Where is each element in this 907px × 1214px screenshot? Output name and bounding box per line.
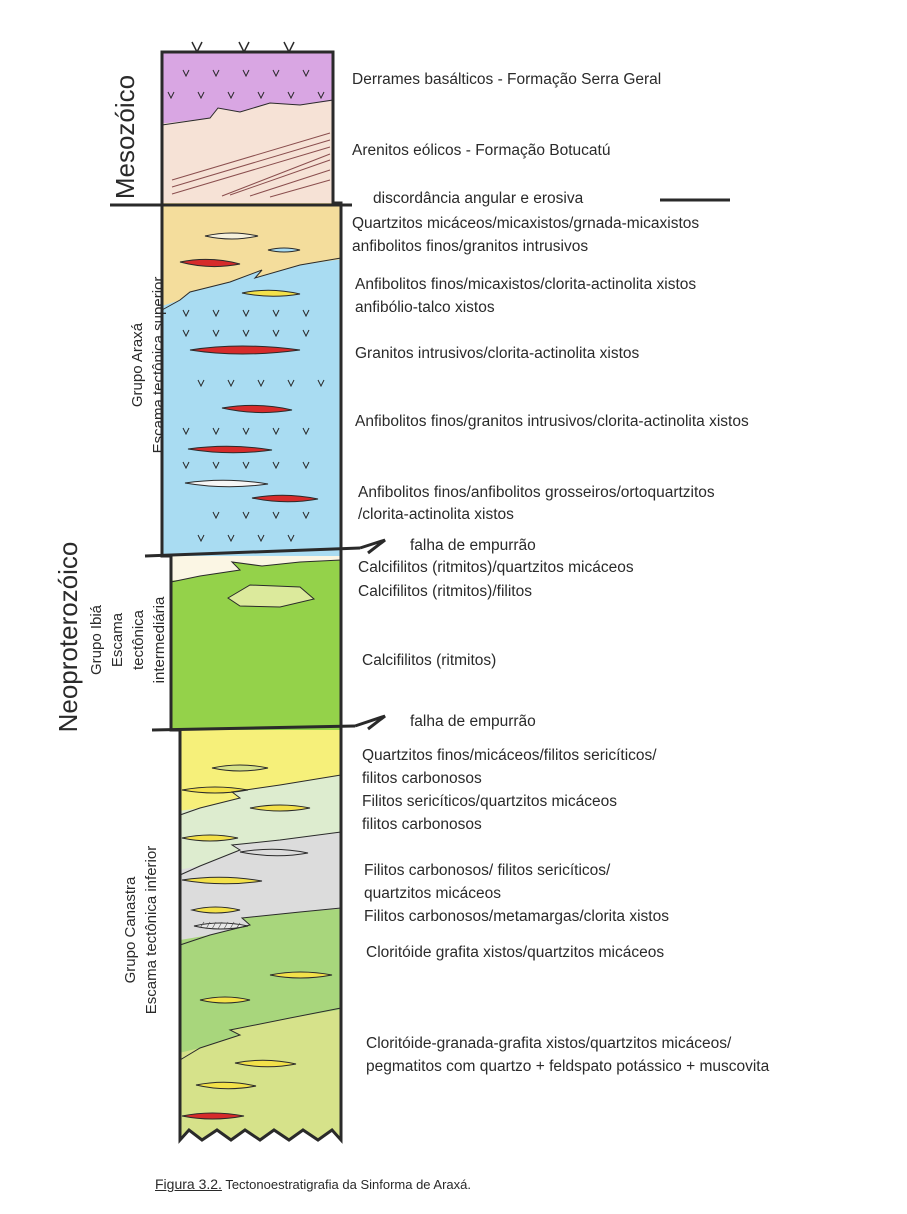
- basalt-v-marks: [167, 69, 325, 100]
- desc-sandstone: Arenitos eólicos - Formação Botucatú: [352, 142, 611, 159]
- group-ibia: Grupo Ibiá Escama tectônica intermediári…: [86, 565, 174, 715]
- group-araxa: Grupo Araxá Escama tectônica superior: [127, 240, 173, 490]
- boundary-lines: [110, 198, 730, 732]
- group-ibia-scale-2: tectônica: [130, 609, 147, 671]
- desc-ibia-3: Calcifilitos (ritmitos): [362, 652, 497, 669]
- group-canastra: Grupo Canastra Escama tectônica inferior: [120, 815, 166, 1045]
- era-neoproterozoic: Neoproterozóico: [53, 541, 83, 733]
- desc-canastra-6a: Cloritóide-granada-grafita xistos/quartz…: [366, 1035, 732, 1052]
- layer-boundaries: [161, 99, 342, 1061]
- desc-canastra-2a: Filitos sericíticos/quartzitos micáceos: [362, 793, 617, 810]
- desc-canastra-1a: Quartzitos finos/micáceos/filitos sericí…: [362, 747, 657, 764]
- desc-fault-2: falha de empurrão: [410, 713, 536, 730]
- desc-ibia-2: Calcifilitos (ritmitos)/filitos: [358, 583, 532, 600]
- desc-canastra-4: Filitos carbonosos/metamargas/clorita xi…: [364, 908, 669, 925]
- group-ibia-scale-3: intermediária: [151, 596, 168, 684]
- group-canastra-scale: Escama tectônica inferior: [143, 845, 160, 1015]
- desc-ibia-1: Calcifilitos (ritmitos)/quartzitos micác…: [358, 559, 634, 576]
- desc-araxa-1b: anfibolitos finos/granitos intrusivos: [352, 238, 589, 255]
- group-araxa-name: Grupo Araxá: [129, 322, 146, 408]
- desc-araxa-2b: anfibólio-talco xistos: [355, 299, 495, 316]
- desc-araxa-1a: Quartzitos micáceos/micaxistos/grnada-mi…: [352, 215, 700, 232]
- desc-araxa-5a: Anfibolitos finos/anfibolitos grosseiros…: [358, 484, 715, 501]
- desc-fault-1: falha de empurrão: [410, 537, 536, 554]
- group-canastra-name: Grupo Canastra: [122, 876, 139, 984]
- cross-bedding: [171, 132, 331, 198]
- layer-ibia-green: [162, 560, 341, 735]
- figure-number: Figura 3.2.: [155, 1176, 222, 1192]
- group-ibia-name: Grupo Ibiá: [88, 604, 105, 676]
- desc-canastra-3a: Filitos carbonosos/ filitos sericíticos/: [364, 862, 611, 879]
- desc-canastra-5: Cloritóide grafita xistos/quartzitos mic…: [366, 944, 665, 961]
- desc-basalt: Derrames basálticos - Formação Serra Ger…: [352, 71, 662, 88]
- desc-araxa-3: Granitos intrusivos/clorita-actinolita x…: [355, 345, 640, 362]
- group-araxa-scale: Escama tectônica superior: [150, 276, 167, 454]
- desc-araxa-4: Anfibolitos finos/granitos intrusivos/cl…: [355, 413, 749, 430]
- desc-araxa-5b: /clorita-actinolita xistos: [358, 506, 514, 523]
- group-ibia-scale-1: Escama: [109, 612, 126, 668]
- desc-canastra-6b: pegmatitos com quartzo + feldspato potás…: [366, 1058, 770, 1075]
- top-v-marks: [191, 41, 295, 54]
- araxa-v-marks: [182, 309, 325, 543]
- desc-araxa-2a: Anfibolitos finos/micaxistos/clorita-act…: [355, 276, 697, 293]
- desc-unconformity: discordância angular e erosiva: [373, 190, 584, 207]
- desc-canastra-1b: filitos carbonosos: [362, 770, 482, 787]
- figure-caption-text: Tectonoestratigrafia da Sinforma de Arax…: [221, 1177, 472, 1192]
- desc-canastra-2b: filitos carbonosos: [362, 816, 482, 833]
- layer-sandstone: [162, 100, 340, 205]
- desc-canastra-3b: quartzitos micáceos: [364, 885, 501, 902]
- figure-caption: Figura 3.2. Tectonoestratigrafia da Sinf…: [155, 1176, 471, 1192]
- lenses: [179, 232, 333, 1120]
- era-mesozoic: Mesozóico: [110, 74, 140, 200]
